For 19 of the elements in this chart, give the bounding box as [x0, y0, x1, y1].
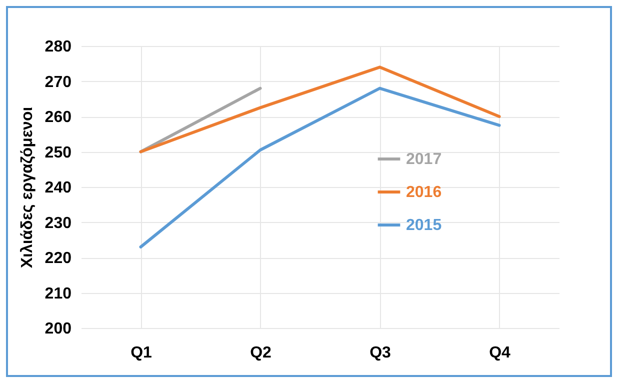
y-axis-title: Χιλιάδες εργαζόμενοι	[18, 106, 36, 268]
x-tick-label: Q3	[370, 344, 392, 362]
y-tick-label: 280	[44, 38, 72, 56]
y-tick-label: 230	[44, 214, 72, 232]
legend-label: 2017	[406, 151, 442, 168]
y-tick-label: 270	[44, 74, 72, 91]
y-tick-label: 240	[44, 180, 72, 196]
x-tick-label: Q1	[130, 344, 152, 362]
y-tick-label: 250	[44, 144, 72, 162]
line-series	[139, 66, 501, 154]
y-tick-label: 210	[44, 285, 72, 302]
y-tick-label: 200	[44, 320, 72, 338]
legend-label: 2015	[406, 217, 442, 234]
y-tick-label: 220	[44, 250, 72, 267]
legend-label: 2016	[406, 184, 442, 201]
x-tick-label: Q4	[489, 344, 511, 362]
x-tick-label: Q2	[250, 344, 272, 362]
y-tick-label: 260	[44, 109, 72, 126]
line-series	[139, 86, 501, 248]
